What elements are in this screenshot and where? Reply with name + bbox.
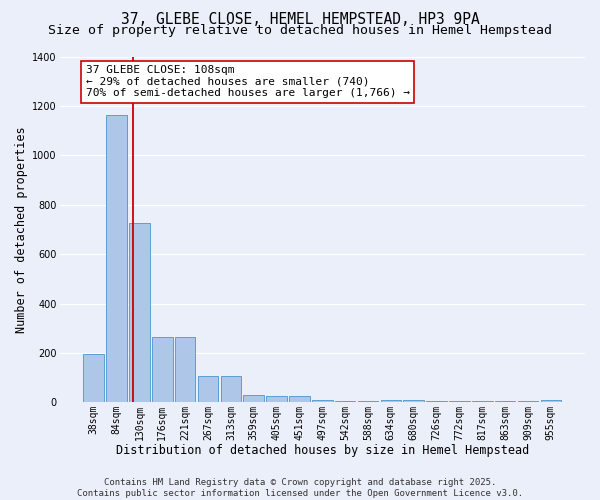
Bar (129, 223, 150, 402)
Text: Size of property relative to detached houses in Hemel Hempstead: Size of property relative to detached ho… (48, 24, 552, 37)
Bar (541, 400, 561, 402)
Text: 37 GLEBE CLOSE: 108sqm
← 29% of detached houses are smaller (740)
70% of semi-de: 37 GLEBE CLOSE: 108sqm ← 29% of detached… (86, 65, 410, 98)
Bar (152, 337, 173, 402)
Bar (426, 401, 447, 402)
Bar (403, 400, 424, 402)
Bar (244, 395, 264, 402)
Bar (221, 376, 241, 402)
Bar (495, 401, 515, 402)
X-axis label: Distribution of detached houses by size in Hemel Hempstead: Distribution of detached houses by size … (116, 444, 529, 458)
Bar (198, 376, 218, 402)
Bar (266, 396, 287, 402)
Bar (106, 114, 127, 403)
Text: 37, GLEBE CLOSE, HEMEL HEMPSTEAD, HP3 9PA: 37, GLEBE CLOSE, HEMEL HEMPSTEAD, HP3 9P… (121, 12, 479, 28)
Bar (175, 337, 196, 402)
Bar (289, 396, 310, 402)
Y-axis label: Number of detached properties: Number of detached properties (15, 126, 28, 332)
Text: Contains HM Land Registry data © Crown copyright and database right 2025.
Contai: Contains HM Land Registry data © Crown c… (77, 478, 523, 498)
Bar (312, 400, 332, 402)
Bar (449, 401, 470, 402)
Bar (380, 400, 401, 402)
Bar (518, 401, 538, 402)
Bar (472, 401, 493, 402)
Bar (335, 401, 355, 402)
Bar (358, 401, 378, 402)
Bar (83, 354, 104, 403)
